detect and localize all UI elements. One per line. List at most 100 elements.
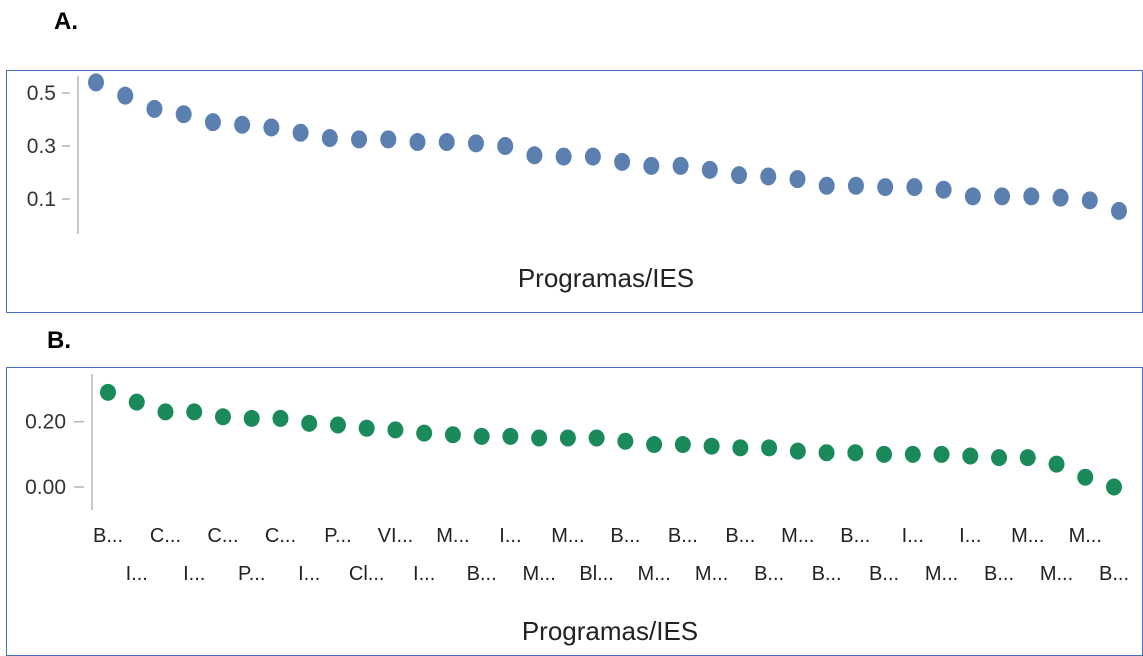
chart-a-point [204,113,221,132]
chart-b-category-label: M... [637,563,670,585]
chart-b-category-label: M... [436,525,469,547]
chart-a-point [1081,191,1098,210]
chart-a-point [672,156,689,175]
chart-a-point [1023,187,1040,206]
chart-b-point [789,442,806,460]
chart-a-point [1111,201,1127,220]
chart-b-point [157,403,174,421]
chart-a-point [994,187,1011,206]
chart-a-y-tick-label: 0.3 [27,135,56,158]
chart-b-category-label: M... [781,525,814,547]
chart-b-category-label: B... [1099,563,1129,585]
chart-b-category-label: B... [840,525,870,547]
chart-b-point [646,436,663,454]
chart-b-category-label: B... [984,563,1014,585]
chart-b-category-label: I... [902,525,924,547]
chart-b-category-label: P... [324,525,351,547]
chart-b-category-label: Cl... [349,563,385,585]
chart-a-point [497,137,514,155]
chart-a-point [789,170,806,189]
chart-b-point [100,383,116,401]
chart-a-point [731,166,748,185]
chart-b-point [933,445,950,463]
chart-a-point [175,105,192,124]
chart-a-point [1052,188,1069,207]
chart-b-point [502,427,519,445]
chart-b-category-label: C... [207,525,238,547]
chart-b-point [674,436,691,454]
chart-b-point [818,444,835,462]
chart-b-category-label: B... [812,563,842,585]
chart-b-point [1019,449,1036,467]
chart-b-category-label: M... [925,563,958,585]
chart-b-category-label: B... [610,525,640,547]
chart-b-category-label: I... [126,563,148,585]
chart-b-category-label: I... [413,563,435,585]
chart-b-category-label: B... [467,563,497,585]
chart-b-point [703,437,720,455]
chart-b-point [186,403,203,421]
chart-b-y-tick-label: 0.00 [25,476,66,499]
chart-b-category-label: M... [695,563,728,585]
chart-a: 0.5 0.3 0.1 Programas/IES [27,73,1127,293]
chart-b-point [1077,468,1094,486]
chart-a-point [409,133,426,152]
chart-a-point [818,176,835,195]
chart-b-category-label: Bl... [579,563,613,585]
chart-b-point [358,419,375,437]
chart-a-point [117,86,134,105]
chart-b-category-label: M... [551,525,584,547]
chart-a-y-tick-label: 0.1 [27,188,56,211]
chart-a-point [234,115,251,134]
chart-a-point [292,123,309,142]
chart-b-category-label: I... [183,563,205,585]
chart-b-point [473,427,490,445]
chart-b-point [531,429,548,447]
chart-b-category-label: I... [959,525,981,547]
chart-b-point [387,421,404,439]
chart-a-point [526,146,543,165]
chart-b-point [1048,455,1065,473]
chart-b-category-label: I... [298,563,320,585]
chart-b-category-label: B... [668,525,698,547]
chart-a-point [321,129,338,148]
chart-b-point [329,416,346,434]
chart-b-category-label: C... [265,525,296,547]
chart-a-point [643,156,660,175]
chart-b-category-label: M... [1069,525,1102,547]
chart-b-y-tick-label: 0.20 [25,411,66,434]
chart-b-point [962,447,979,465]
chart-b-category-label: B... [869,563,899,585]
chart-a-point [263,118,280,137]
chart-b-x-axis-title: Programas/IES [522,616,698,646]
chart-b-point [617,432,634,450]
chart-a-point [614,152,631,171]
chart-a-point [760,167,777,186]
chart-b-category-label: M... [1011,525,1044,547]
chart-b-point [732,439,749,457]
chart-b-point [1106,478,1122,496]
chart-b-point [272,409,289,427]
chart-b-category-label: I... [499,525,521,547]
chart-a-point [964,187,981,206]
panel-a-label: A. [54,8,78,35]
chart-b-point [243,409,260,427]
chart-a-point [847,176,864,195]
chart-a-point [88,73,104,92]
chart-a-point [438,133,455,152]
chart-b-point [444,426,461,444]
chart-a-point [935,180,952,199]
chart-b-point [559,429,576,447]
chart-b-point [128,393,145,411]
chart-a-point [877,178,894,197]
chart-b-point [991,449,1008,467]
chart-b-category-label: VI... [378,525,414,547]
chart-b-point [761,439,778,457]
chart-a-point [584,147,601,166]
chart-a-y-tick-label: 0.5 [27,82,56,105]
chart-b-category-label: M... [1040,563,1073,585]
chart-b-category-label: P... [238,563,265,585]
panel-b-label: B. [47,327,71,354]
chart-a-point [351,130,368,149]
chart-b-category-label: M... [522,563,555,585]
